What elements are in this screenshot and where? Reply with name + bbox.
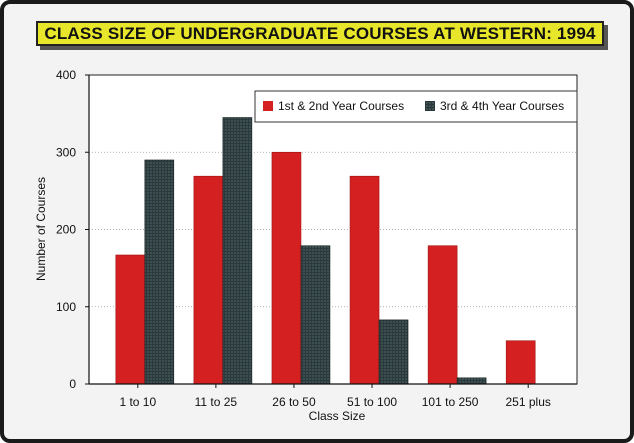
bar-series-1-11-to-25	[193, 175, 224, 385]
bar-series-1-1-to-10	[115, 254, 146, 385]
legend-swatch-series-2	[425, 101, 435, 111]
y-tick-label: 300	[56, 145, 76, 159]
bar-series-2-51-to-100	[378, 319, 409, 385]
y-tick-label: 100	[56, 300, 76, 314]
bar-series-2-101-to-250	[456, 377, 487, 385]
bar-series-1-101-to-250	[427, 245, 458, 385]
y-axis-label: Number of Courses	[34, 177, 48, 281]
x-tick-label: 26 to 50	[272, 395, 316, 409]
legend-label-series-2: 3rd & 4th Year Courses	[440, 99, 564, 113]
bar-series-2-1-to-10	[144, 159, 175, 385]
x-tick-label: 11 to 25	[195, 395, 238, 409]
bar-series-2-11-to-25	[222, 117, 253, 385]
y-tick-label: 200	[56, 223, 76, 237]
bar-series-1-251-plus	[505, 340, 536, 385]
bar-series-2-26-to-50	[300, 245, 331, 385]
x-tick-label: 251 plus	[506, 395, 551, 409]
bar-series-1-26-to-50	[271, 151, 302, 385]
chart-title-box: CLASS SIZE OF UNDERGRADUATE COURSES AT W…	[36, 21, 604, 46]
y-tick-label: 400	[56, 68, 76, 82]
x-tick-label: 51 to 100	[347, 395, 397, 409]
legend: 1st & 2nd Year Courses 3rd & 4th Year Co…	[254, 90, 578, 123]
legend-swatch-series-1	[263, 101, 273, 111]
y-tick-label: 0	[69, 377, 76, 391]
bar-series-1-51-to-100	[349, 175, 380, 385]
chart-title: CLASS SIZE OF UNDERGRADUATE COURSES AT W…	[44, 23, 596, 43]
x-tick-label: 101 to 250	[422, 395, 479, 409]
x-tick-label: 1 to 10	[119, 395, 156, 409]
x-axis-label: Class Size	[309, 409, 366, 423]
legend-label-series-1: 1st & 2nd Year Courses	[278, 99, 404, 113]
legend-box	[254, 90, 578, 123]
